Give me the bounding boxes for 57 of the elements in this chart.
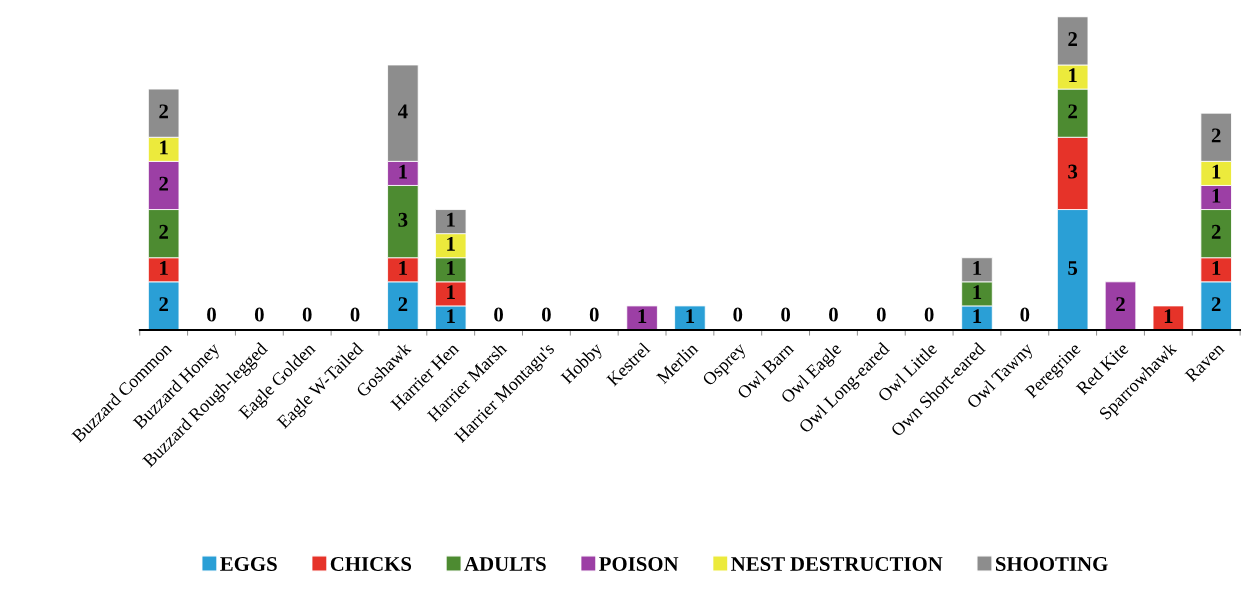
data-label: 2 <box>1211 297 1221 311</box>
data-label: 2 <box>159 297 168 311</box>
data-label: 2 <box>1211 224 1221 239</box>
data-label: 1 <box>447 285 455 299</box>
data-label: 1 <box>973 309 982 323</box>
data-label: 2 <box>398 297 408 311</box>
data-label: 0 <box>541 307 551 322</box>
data-label: 1 <box>399 261 408 275</box>
data-label: 5 <box>1068 261 1078 275</box>
data-label: 1 <box>1212 261 1221 275</box>
data-label: 0 <box>207 307 216 322</box>
data-label: 2 <box>159 224 168 239</box>
data-label: 2 <box>159 104 168 119</box>
legend-label: POISON <box>599 556 679 571</box>
data-label: 1 <box>447 261 455 275</box>
data-label: 0 <box>1020 307 1030 322</box>
data-label: 1 <box>1212 188 1221 203</box>
data-label: 3 <box>1068 164 1078 179</box>
data-label: 1 <box>399 164 408 179</box>
data-label: 2 <box>1068 32 1077 46</box>
legend-label: CHICKS <box>330 556 412 571</box>
data-label: 0 <box>350 307 360 322</box>
data-label: 0 <box>924 307 934 322</box>
data-label: 2 <box>159 176 168 191</box>
data-label: 1 <box>447 236 455 251</box>
data-label: 1 <box>686 309 695 323</box>
data-label: 1 <box>447 212 455 227</box>
data-label: 1 <box>160 261 168 275</box>
data-label: 0 <box>733 307 743 322</box>
data-label: 0 <box>254 307 264 322</box>
bar <box>674 305 706 331</box>
bar <box>626 305 658 331</box>
data-label: 2 <box>1068 104 1077 119</box>
data-label: 2 <box>1211 128 1221 143</box>
data-label: 1 <box>1069 68 1077 83</box>
data-label: 1 <box>973 285 982 299</box>
data-label: 0 <box>494 307 503 322</box>
data-label: 0 <box>876 307 886 322</box>
data-label: 0 <box>589 307 599 322</box>
legend-label: EGGS <box>220 556 277 571</box>
data-label: 1 <box>1212 164 1221 179</box>
data-label: 4 <box>397 104 408 119</box>
legend-label: SHOOTING <box>995 556 1108 571</box>
legend-label: NEST DESTRUCTION <box>731 556 943 571</box>
data-label: 0 <box>302 307 312 322</box>
data-label: 1 <box>1164 309 1173 323</box>
data-label: 1 <box>160 140 168 155</box>
bar <box>1152 305 1185 331</box>
data-label: 0 <box>829 307 838 322</box>
data-label: 1 <box>447 309 455 323</box>
data-label: 1 <box>973 261 982 275</box>
data-label: 0 <box>781 307 791 322</box>
legend-label: ADULTS <box>464 556 546 571</box>
data-label: 1 <box>638 309 647 323</box>
data-label: 2 <box>1116 297 1125 311</box>
data-label: 3 <box>398 212 408 227</box>
bar <box>1104 281 1137 331</box>
